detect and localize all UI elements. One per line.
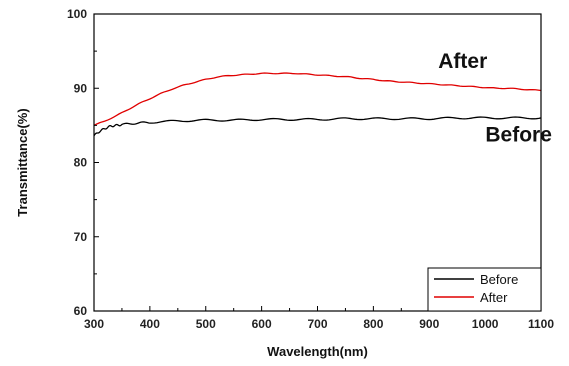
plot-area (93, 72, 542, 137)
x-tick-label: 900 (419, 317, 439, 331)
legend-label-before: Before (480, 272, 518, 287)
series-line-after (93, 72, 542, 126)
x-axis-title: Wavelength(nm) (267, 344, 368, 359)
x-tick-label: 500 (196, 317, 216, 331)
y-tick-label: 70 (74, 230, 88, 244)
legend: Before After (427, 267, 542, 312)
x-tick-label: 800 (363, 317, 383, 331)
x-tick-label: 300 (84, 317, 104, 331)
legend-label-after: After (480, 290, 508, 305)
series-line-before (93, 116, 542, 137)
x-tick-label: 1000 (472, 317, 499, 331)
x-tick-label: 1100 (528, 317, 554, 331)
legend-box (427, 267, 542, 312)
x-tick-label: 700 (307, 317, 327, 331)
tick-labels: 300 400 500 600 700 800 900 1000 1100 60 70 80 90 100 (67, 7, 554, 331)
y-tick-label: 60 (74, 304, 88, 318)
annotation-before: Before (485, 124, 552, 147)
y-tick-label: 80 (74, 156, 88, 170)
x-tick-label: 400 (140, 317, 160, 331)
x-tick-label: 600 (252, 317, 272, 331)
annotation-after: After (438, 50, 487, 73)
y-axis-title: Transmittance(%) (15, 108, 30, 216)
y-tick-label: 90 (74, 81, 88, 95)
y-tick-label: 100 (67, 7, 87, 21)
